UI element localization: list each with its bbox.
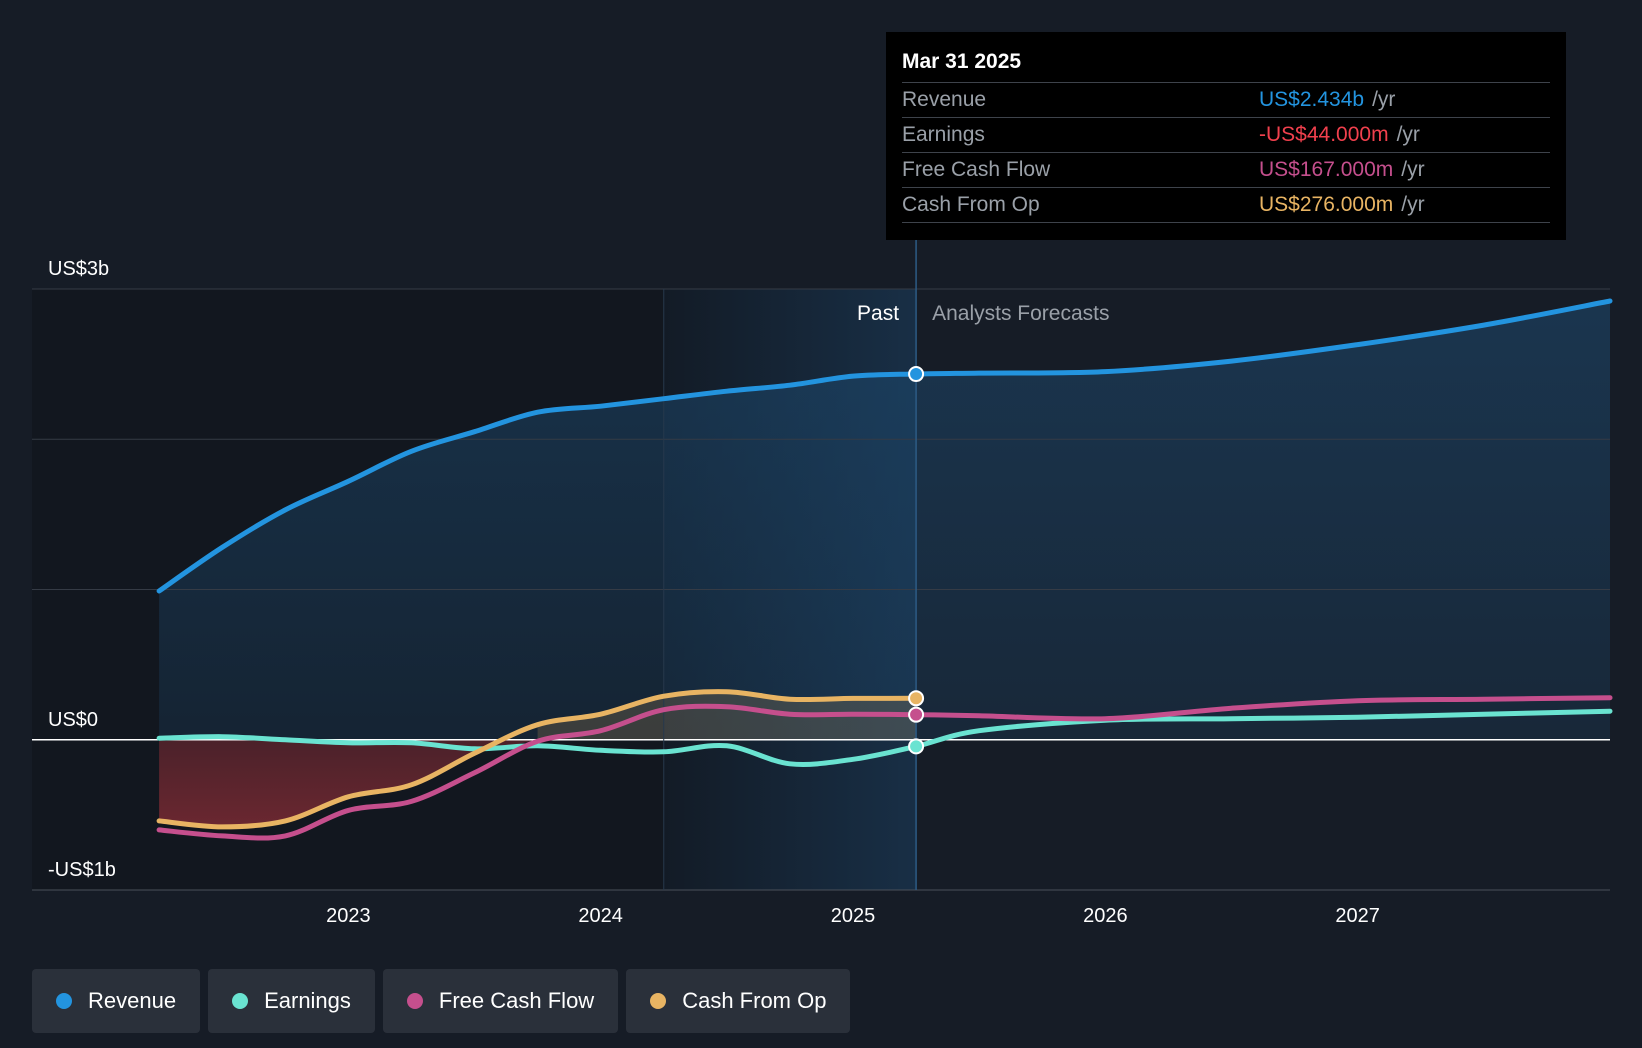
series-layer — [156, 298, 1613, 841]
legend-item-cash-from-op[interactable]: Cash From Op — [626, 969, 851, 1033]
tooltip-row-revenue: Revenue US$2.434b /yr — [902, 82, 1550, 117]
y-tick-label: US$3b — [48, 258, 109, 280]
tooltip-label: Earnings — [902, 123, 985, 146]
legend-label: Cash From Op — [682, 988, 827, 1013]
cash-from-op-area — [537, 691, 917, 740]
tooltip-date: Mar 31 2025 — [902, 50, 1022, 73]
forecast-label: Analysts Forecasts — [932, 302, 1109, 325]
legend-dot-icon — [406, 993, 423, 1009]
y-tick-label: -US$1b — [48, 859, 116, 881]
tooltip-unit: /yr — [1401, 158, 1425, 181]
fill-layer — [159, 301, 1610, 827]
legend-dot-icon — [232, 993, 249, 1009]
tooltip-row-free-cash-flow: Free Cash Flow US$167.000m /yr — [902, 152, 1550, 187]
revenue-area — [159, 301, 1610, 740]
series-line-revenue — [156, 298, 1613, 594]
past-label: Past — [857, 302, 899, 325]
y-tick-label: US$0 — [48, 709, 98, 731]
x-tick-label: 2023 — [326, 905, 371, 927]
x-tick-label: 2025 — [831, 905, 876, 927]
chart-legend: Revenue Earnings Free Cash Flow Cash Fro… — [32, 969, 851, 1033]
legend-label: Earnings — [264, 988, 351, 1013]
legend-dot-icon — [56, 993, 72, 1009]
tooltip-label: Free Cash Flow — [902, 158, 1051, 181]
x-tick-label: 2026 — [1083, 905, 1128, 927]
legend-item-earnings[interactable]: Earnings — [208, 969, 375, 1033]
marker-earnings — [908, 738, 925, 755]
tooltip-unit: /yr — [1396, 123, 1420, 146]
x-tick-label: 2027 — [1335, 905, 1380, 927]
tooltip-unit: /yr — [1372, 88, 1396, 111]
legend-dot-icon — [650, 993, 667, 1009]
tooltip-value: US$276.000m — [1259, 193, 1394, 216]
marker-layer — [908, 366, 925, 755]
x-tick-label: 2024 — [578, 905, 623, 927]
tooltip-row-earnings: Earnings -US$44.000m /yr — [902, 117, 1550, 152]
legend-label: Free Cash Flow — [438, 988, 595, 1013]
tooltip-unit: /yr — [1401, 193, 1425, 216]
marker-free-cash-flow — [908, 706, 925, 723]
grid-layer — [32, 240, 1610, 891]
label-layer: US$3b US$0 -US$1b 2023 2024 2025 2026 2027 Past A… — [48, 258, 1380, 927]
legend-item-revenue[interactable]: Revenue — [32, 969, 201, 1033]
legend-label: Revenue — [88, 988, 177, 1013]
tooltip-label: Revenue — [902, 88, 987, 111]
marker-cash-from-op — [908, 690, 925, 707]
tooltip-panel: Mar 31 2025 Revenue US$2.434b /yr Earnin… — [886, 32, 1566, 240]
marker-revenue — [908, 366, 925, 383]
series-line-free-cash-flow — [156, 695, 1613, 841]
legend-item-free-cash-flow[interactable]: Free Cash Flow — [382, 969, 619, 1033]
tooltip-value: US$2.434b — [1259, 88, 1365, 111]
tooltip-row-cash-from-op: Cash From Op US$276.000m /yr — [902, 187, 1550, 223]
series-line-earnings — [156, 708, 1613, 767]
chart-area: US$3b US$0 -US$1b 2023 2024 2025 2026 2027 Past A… — [32, 240, 1613, 927]
series-line-cash-from-op — [156, 689, 919, 830]
tooltip-label: Cash From Op — [902, 193, 1040, 216]
tooltip-value: US$167.000m — [1259, 158, 1394, 181]
loss-area — [159, 739, 538, 827]
tooltip-value: -US$44.000m — [1259, 123, 1389, 146]
